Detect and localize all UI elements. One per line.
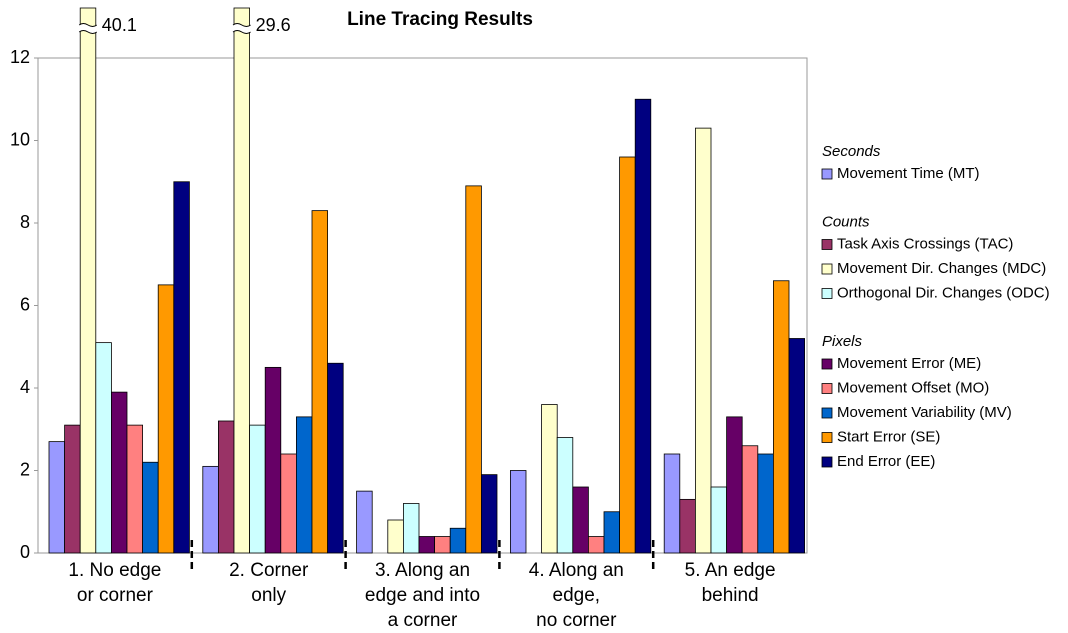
- bar: [173, 181, 190, 554]
- bar: [249, 424, 266, 554]
- x-tick-label: 1. No edge: [68, 560, 161, 581]
- bar: [111, 391, 128, 554]
- x-tick-label: 5. An edge: [685, 560, 776, 581]
- y-tick-label: 12: [10, 47, 30, 67]
- legend-group-title: Seconds: [822, 143, 881, 160]
- bar: [726, 416, 743, 554]
- bar: [449, 527, 467, 554]
- legend-group-title: Pixels: [822, 333, 863, 350]
- legend-group-title: Counts: [822, 213, 870, 230]
- legend-label: Orthogonal Dir. Changes (ODC): [837, 284, 1050, 301]
- legend-swatch: [821, 407, 833, 419]
- legend-swatch: [821, 168, 833, 180]
- bar: [710, 486, 728, 554]
- y-tick-label: 4: [20, 377, 30, 397]
- bar: [572, 486, 589, 554]
- legend-label: Movement Time (MT): [837, 165, 980, 182]
- legend-swatch: [821, 263, 833, 275]
- bar: [264, 366, 282, 554]
- y-tick-label: 6: [20, 294, 30, 314]
- bar: [773, 280, 790, 554]
- bar: [434, 536, 451, 554]
- legend-swatch: [821, 383, 833, 394]
- legend-swatch: [821, 456, 833, 468]
- bar: [619, 156, 636, 554]
- value-label: 29.6: [256, 15, 291, 35]
- legend-swatch: [821, 288, 833, 299]
- y-tick-label: 10: [10, 129, 30, 149]
- bar: [64, 424, 81, 554]
- x-tick-label: behind: [702, 585, 759, 606]
- chart-title: Line Tracing Results: [347, 9, 533, 30]
- bar: [679, 498, 696, 554]
- x-tick-label: edge,: [553, 585, 601, 606]
- bar: [788, 338, 806, 554]
- legend-swatch: [821, 432, 833, 443]
- bar: [126, 424, 144, 554]
- bar: [465, 185, 482, 554]
- bar: [509, 470, 527, 554]
- bar: [556, 437, 574, 554]
- legend-label: Start Error (SE): [837, 428, 940, 445]
- legend-label: Movement Offset (MO): [837, 379, 989, 396]
- bar: [48, 441, 66, 554]
- x-tick-label: 2. Corner: [229, 560, 309, 581]
- bar: [142, 461, 159, 554]
- x-tick-label: a corner: [388, 610, 458, 631]
- bar: [695, 127, 712, 554]
- bar: [79, 7, 97, 554]
- bar: [327, 362, 344, 554]
- bar: [480, 474, 498, 554]
- y-tick-label: 0: [20, 542, 30, 562]
- x-tick-label: only: [251, 585, 286, 606]
- legend-label: Movement Variability (MV): [837, 404, 1012, 421]
- bar: [418, 536, 436, 554]
- bar: [311, 210, 329, 554]
- bar: [603, 511, 621, 554]
- bar: [157, 284, 175, 554]
- bar: [356, 490, 373, 554]
- x-tick-label: 3. Along an: [375, 560, 470, 581]
- bar: [217, 420, 235, 554]
- bar: [541, 404, 558, 554]
- legend-label: End Error (EE): [837, 453, 935, 470]
- bar: [387, 519, 404, 554]
- x-tick-label: 4. Along an: [529, 560, 624, 581]
- x-tick-label: no corner: [536, 610, 617, 631]
- bar: [741, 445, 759, 554]
- bar: [233, 7, 251, 554]
- bar: [634, 98, 652, 554]
- bar: [95, 342, 112, 554]
- y-tick-label: 8: [20, 212, 30, 232]
- axis-break-line: [232, 23, 251, 34]
- axis-break: [79, 23, 97, 34]
- x-tick-label: edge and into: [365, 585, 480, 606]
- bar: [280, 453, 297, 554]
- legend-swatch: [821, 239, 833, 250]
- legend-label: Task Axis Crossings (TAC): [837, 235, 1013, 252]
- axis-break-line: [78, 23, 98, 34]
- bar: [295, 416, 313, 554]
- bar: [202, 465, 219, 554]
- y-tick-label: 2: [20, 459, 30, 479]
- bar: [402, 503, 420, 554]
- legend-swatch: [821, 358, 833, 370]
- x-tick-label: or corner: [77, 585, 154, 606]
- axis-break: [233, 23, 251, 34]
- bar: [588, 536, 605, 554]
- value-label: 40.1: [102, 15, 137, 35]
- bar: [757, 453, 774, 554]
- legend-label: Movement Dir. Changes (MDC): [837, 260, 1046, 277]
- legend-label: Movement Error (ME): [837, 355, 981, 372]
- bar: [663, 453, 681, 554]
